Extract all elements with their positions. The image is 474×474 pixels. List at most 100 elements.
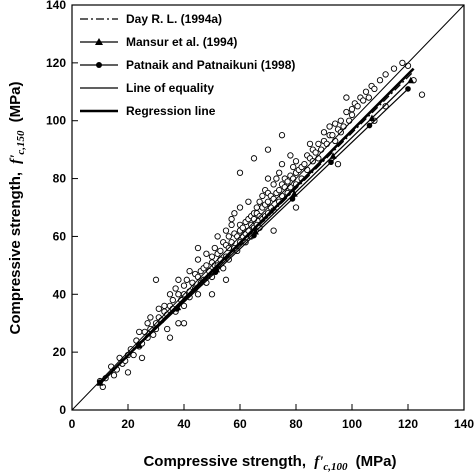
- series-marker: [329, 152, 337, 159]
- legend-label: Regression line: [126, 104, 216, 118]
- data-point: [175, 320, 182, 327]
- series-line: [99, 71, 415, 385]
- y-axis-ticks: 0 20 40 60 80 100 120 140: [46, 0, 78, 417]
- data-point: [183, 276, 190, 283]
- data-point: [208, 291, 216, 298]
- data-point: [175, 291, 182, 298]
- data-point: [203, 262, 210, 269]
- x-tick-label: 0: [69, 417, 76, 431]
- x-axis-title: Compressive strength, f'c,100 (MPa): [143, 453, 396, 474]
- data-point: [365, 94, 372, 101]
- legend-circle-marker: [96, 62, 102, 68]
- data-point: [326, 123, 333, 130]
- data-point: [180, 282, 188, 289]
- data-point: [337, 117, 344, 124]
- data-point: [203, 250, 210, 257]
- data-point: [360, 97, 367, 104]
- data-point: [136, 328, 143, 336]
- data-point: [259, 192, 266, 200]
- series-marker: [97, 379, 103, 386]
- data-point: [301, 160, 308, 168]
- data-point: [225, 233, 232, 240]
- y-tick-label: 120: [46, 56, 66, 70]
- data-point: [217, 247, 224, 255]
- data-point: [270, 181, 277, 188]
- data-point: [208, 253, 216, 260]
- data-point: [343, 108, 350, 116]
- data-point: [348, 105, 356, 113]
- data-point: [281, 184, 288, 191]
- data-point: [354, 103, 361, 110]
- data-point: [222, 276, 230, 283]
- x-tick-label: 80: [289, 417, 303, 431]
- series-line: [99, 67, 415, 385]
- data-point: [228, 215, 235, 223]
- data-point: [382, 103, 389, 110]
- y-tick-label: 100: [46, 114, 66, 128]
- data-point: [147, 314, 154, 321]
- data-point: [236, 169, 244, 176]
- y-tick-label: 80: [53, 172, 67, 186]
- data-point: [253, 204, 260, 211]
- data-point: [276, 169, 283, 176]
- data-point: [318, 146, 325, 153]
- data-point: [320, 129, 328, 136]
- data-point: [138, 354, 146, 362]
- x-tick-label: 100: [342, 417, 362, 431]
- y-tick-label: 40: [53, 287, 67, 301]
- y-axis-title: Compressive strength, f'c,150 (MPa): [7, 81, 28, 334]
- legend-label: Mansur et al. (1994): [126, 35, 237, 49]
- legend: Day R. L. (1994a) Mansur et al. (1994) Pat…: [80, 12, 295, 118]
- data-point: [194, 291, 202, 298]
- data-point: [166, 291, 174, 298]
- data-point: [211, 244, 218, 252]
- data-point: [214, 233, 221, 240]
- data-point: [334, 160, 342, 168]
- data-point: [236, 204, 244, 211]
- x-tick-label: 40: [177, 417, 191, 431]
- data-point: [346, 117, 353, 124]
- legend-label: Day R. L. (1994a): [126, 12, 222, 26]
- data-point: [292, 158, 300, 165]
- data-point: [180, 320, 188, 327]
- data-point: [234, 233, 241, 240]
- data-point: [144, 320, 151, 327]
- series-marker: [135, 342, 142, 349]
- data-point: [418, 91, 426, 98]
- data-point: [250, 155, 258, 162]
- data-point: [141, 328, 148, 336]
- legend-label: Line of equality: [126, 81, 214, 95]
- data-point: [264, 198, 272, 205]
- data-point: [169, 296, 176, 304]
- data-point: [332, 137, 339, 145]
- data-point: [332, 120, 339, 127]
- series-marker: [366, 122, 373, 129]
- series-marker: [289, 196, 296, 202]
- data-point: [270, 227, 277, 234]
- y-tick-label: 60: [53, 229, 67, 243]
- data-point: [194, 273, 202, 281]
- data-point: [133, 337, 140, 344]
- x-tick-label: 20: [121, 417, 135, 431]
- data-point: [312, 149, 319, 156]
- series-marker: [368, 114, 376, 122]
- series-marker: [251, 232, 257, 239]
- series-lines: [71, 4, 465, 411]
- data-point: [152, 276, 160, 283]
- data-point: [250, 215, 258, 223]
- data-point: [278, 132, 286, 139]
- data-point: [231, 210, 238, 217]
- data-point: [194, 256, 202, 263]
- series-marker: [407, 76, 415, 84]
- data-point: [306, 140, 314, 148]
- x-tick-label: 60: [233, 417, 247, 431]
- data-point: [390, 65, 398, 72]
- data-point: [276, 186, 283, 194]
- data-point: [130, 351, 137, 359]
- data-point: [382, 71, 389, 78]
- x-axis-ticks: 0 20 40 60 80 100 120 140: [69, 404, 474, 431]
- series-marker: [328, 159, 334, 166]
- data-point: [239, 224, 246, 231]
- legend-triangle-marker: [95, 38, 103, 45]
